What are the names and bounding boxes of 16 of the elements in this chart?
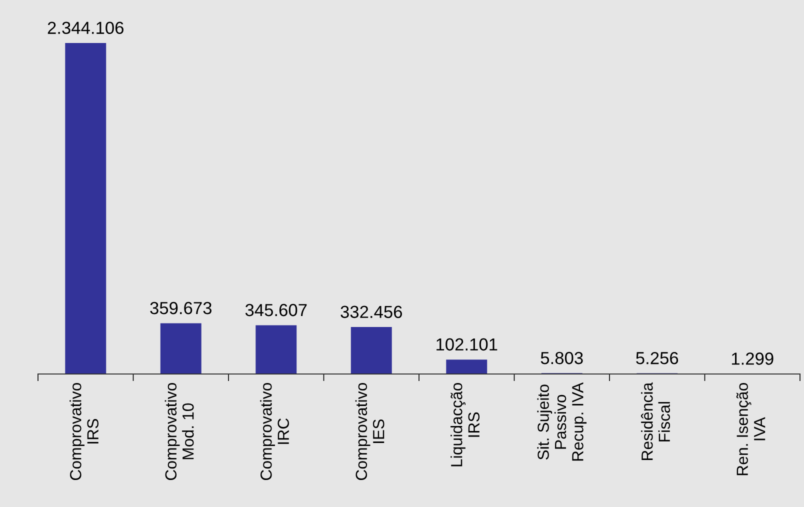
data-label: 5.803 xyxy=(540,352,583,364)
data-label: 2.344.106 xyxy=(48,22,124,34)
x-tick-label: Comprovativo IES xyxy=(355,382,384,480)
x-tick-label: Comprovativo Mod. 10 xyxy=(164,382,194,480)
x-tick-label: Comprovativo IRS xyxy=(70,382,99,480)
data-label: 5.256 xyxy=(636,352,678,364)
data-label: 359.673 xyxy=(150,302,212,314)
x-tick-label: Comprovativo IRC xyxy=(260,382,290,480)
data-label: 1.299 xyxy=(732,352,774,365)
x-tick-label: Liquidacção IRS xyxy=(450,382,480,466)
x-tick-label: Residência Fiscal xyxy=(641,382,670,460)
x-tick-label: Ren. Isenção IVA xyxy=(736,382,766,476)
x-tick-label: Sit. Sujeito Passivo Recup. IVA xyxy=(537,382,587,461)
data-label: 102.101 xyxy=(436,338,498,351)
data-label: 345.607 xyxy=(245,304,307,316)
data-label: 332.456 xyxy=(340,306,402,318)
